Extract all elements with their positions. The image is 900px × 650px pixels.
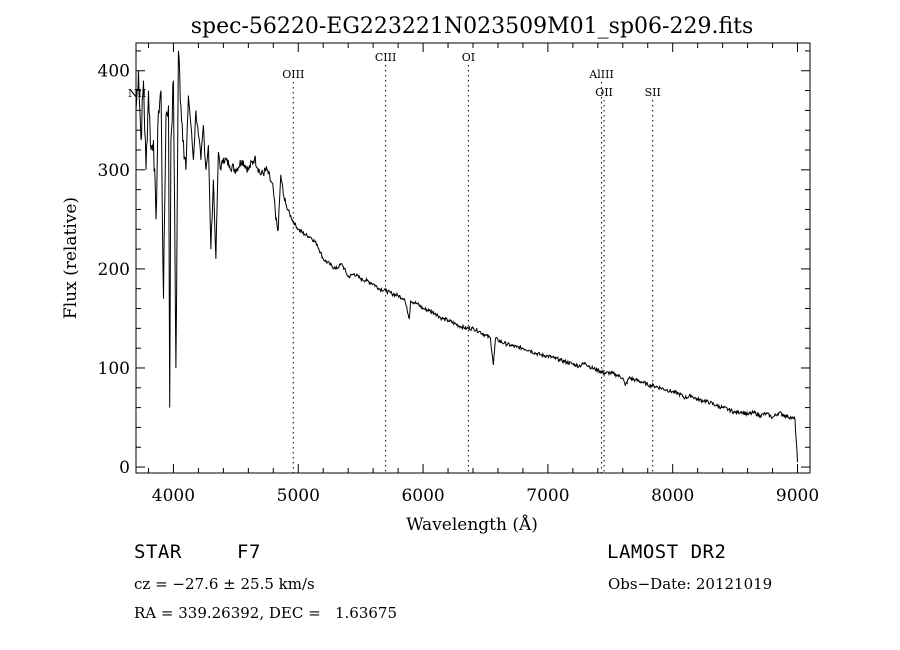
y-tick-label: 400 bbox=[98, 62, 130, 82]
observation-date: Obs−Date: 20121019 bbox=[608, 575, 773, 593]
line-marker-label: AlIII bbox=[588, 68, 614, 81]
coordinates: RA = 339.26392, DEC = 1.63675 bbox=[134, 604, 398, 622]
line-marker-label: OI bbox=[462, 51, 475, 64]
y-axis-label: Flux (relative) bbox=[61, 197, 81, 319]
x-tick-label: 8000 bbox=[651, 486, 694, 506]
line-marker-label: OIII bbox=[282, 68, 304, 81]
survey-name: LAMOST DR2 bbox=[607, 541, 727, 563]
object-subclass: F7 bbox=[237, 541, 261, 563]
axis-ticks: 4000 5000 6000 7000 8000 9000 0 100 200 300 400 bbox=[98, 43, 819, 506]
redshift-cz: cz = −27.6 ± 25.5 km/s bbox=[134, 575, 315, 593]
line-marker-label: OII bbox=[595, 86, 613, 99]
plot-frame bbox=[135, 42, 811, 474]
x-tick-label: 4000 bbox=[152, 486, 195, 506]
x-tick-label: 7000 bbox=[526, 486, 569, 506]
y-tick-label: 200 bbox=[98, 260, 130, 280]
x-tick-label: 9000 bbox=[776, 486, 819, 506]
spectrum-series-line bbox=[135, 50, 798, 463]
y-tick-label: 300 bbox=[98, 161, 130, 181]
line-marker-label: SII bbox=[645, 86, 661, 99]
chart-title: spec-56220-EG223221N023509M01_sp06-229.f… bbox=[191, 14, 754, 39]
y-tick-label: 100 bbox=[98, 359, 130, 379]
y-tick-label: 0 bbox=[119, 458, 130, 478]
x-tick-label: 5000 bbox=[277, 486, 320, 506]
line-marker-label: CIII bbox=[375, 51, 396, 64]
object-class: STAR bbox=[134, 541, 182, 563]
x-axis-label: Wavelength (Å) bbox=[406, 514, 538, 535]
x-tick-label: 6000 bbox=[401, 486, 444, 506]
